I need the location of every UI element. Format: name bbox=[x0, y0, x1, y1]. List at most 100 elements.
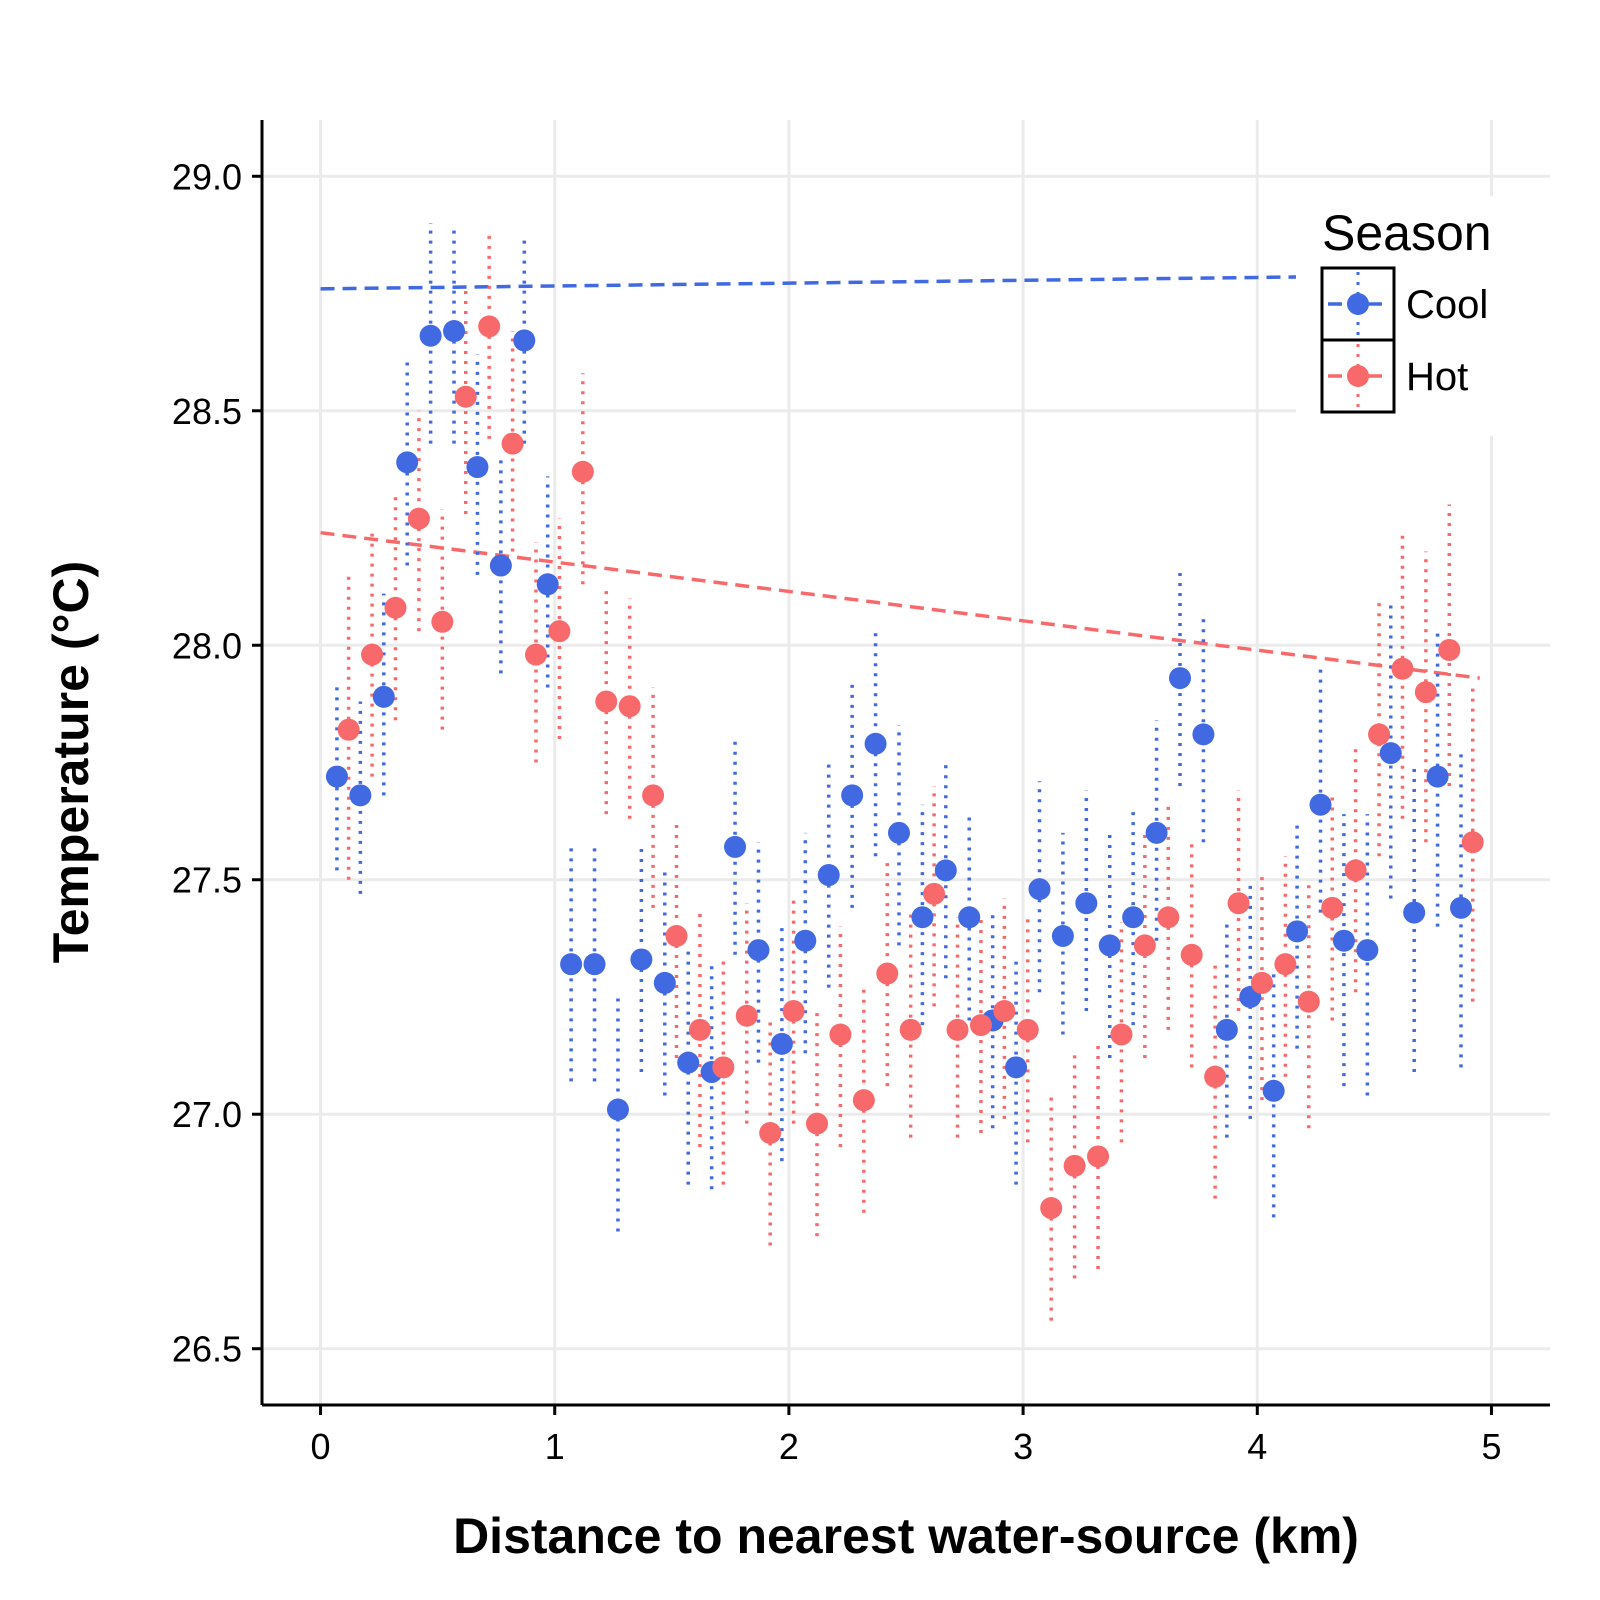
point-hot bbox=[806, 1113, 828, 1135]
x-tick-label: 3 bbox=[1013, 1426, 1033, 1467]
point-hot bbox=[572, 461, 594, 483]
point-cool bbox=[490, 555, 512, 577]
point-hot bbox=[947, 1019, 969, 1041]
x-tick-label: 5 bbox=[1481, 1426, 1501, 1467]
point-cool bbox=[607, 1099, 629, 1121]
point-cool bbox=[1005, 1056, 1027, 1078]
point-hot bbox=[1251, 972, 1273, 994]
point-hot bbox=[1368, 723, 1390, 745]
x-tick-label: 4 bbox=[1247, 1426, 1267, 1467]
point-cool bbox=[1263, 1080, 1285, 1102]
point-hot bbox=[595, 691, 617, 713]
point-cool bbox=[373, 686, 395, 708]
point-cool bbox=[420, 325, 442, 347]
x-tick-label: 1 bbox=[545, 1426, 565, 1467]
point-cool bbox=[958, 906, 980, 928]
point-hot bbox=[1110, 1024, 1132, 1046]
point-hot bbox=[502, 433, 524, 455]
y-tick-label: 27.0 bbox=[172, 1094, 242, 1135]
point-cool bbox=[466, 456, 488, 478]
x-tick-label: 0 bbox=[311, 1426, 331, 1467]
legend: Season Cool Hot bbox=[1296, 196, 1550, 436]
point-cool bbox=[1333, 930, 1355, 952]
point-cool bbox=[513, 329, 535, 351]
point-cool bbox=[1028, 878, 1050, 900]
point-cool bbox=[1286, 920, 1308, 942]
point-cool bbox=[865, 733, 887, 755]
point-cool bbox=[771, 1033, 793, 1055]
point-cool bbox=[1403, 902, 1425, 924]
point-hot bbox=[1064, 1155, 1086, 1177]
point-hot bbox=[642, 784, 664, 806]
point-hot bbox=[455, 386, 477, 408]
point-hot bbox=[548, 620, 570, 642]
point-hot bbox=[1438, 639, 1460, 661]
point-hot bbox=[759, 1122, 781, 1144]
y-tick-label: 27.5 bbox=[172, 860, 242, 901]
point-cool bbox=[1216, 1019, 1238, 1041]
point-cool bbox=[1122, 906, 1144, 928]
x-tick-label: 2 bbox=[779, 1426, 799, 1467]
point-cool bbox=[818, 864, 840, 886]
legend-label-hot: Hot bbox=[1406, 355, 1468, 399]
point-hot bbox=[408, 508, 430, 530]
point-cool bbox=[1310, 794, 1332, 816]
point-cool bbox=[1052, 925, 1074, 947]
point-hot bbox=[900, 1019, 922, 1041]
point-cool bbox=[537, 573, 559, 595]
point-hot bbox=[1345, 859, 1367, 881]
point-hot bbox=[970, 1014, 992, 1036]
point-hot bbox=[1298, 991, 1320, 1013]
point-hot bbox=[384, 597, 406, 619]
legend-key-point-cool bbox=[1347, 293, 1369, 315]
point-cool bbox=[326, 766, 348, 788]
point-cool bbox=[1450, 897, 1472, 919]
point-cool bbox=[747, 939, 769, 961]
point-cool bbox=[724, 836, 746, 858]
point-cool bbox=[1146, 822, 1168, 844]
point-hot bbox=[1157, 906, 1179, 928]
legend-title: Season bbox=[1322, 205, 1492, 261]
point-cool bbox=[630, 948, 652, 970]
point-hot bbox=[1181, 944, 1203, 966]
point-cool bbox=[794, 930, 816, 952]
legend-key-point-hot bbox=[1347, 365, 1369, 387]
point-hot bbox=[712, 1056, 734, 1078]
point-hot bbox=[338, 719, 360, 741]
point-hot bbox=[993, 1000, 1015, 1022]
point-cool bbox=[560, 953, 582, 975]
point-cool bbox=[677, 1052, 699, 1074]
point-hot bbox=[1274, 953, 1296, 975]
point-cool bbox=[911, 906, 933, 928]
point-hot bbox=[525, 644, 547, 666]
point-cool bbox=[841, 784, 863, 806]
point-hot bbox=[666, 925, 688, 947]
point-cool bbox=[888, 822, 910, 844]
point-hot bbox=[783, 1000, 805, 1022]
point-cool bbox=[443, 320, 465, 342]
y-tick-label: 28.5 bbox=[172, 391, 242, 432]
point-cool bbox=[654, 972, 676, 994]
point-hot bbox=[1228, 892, 1250, 914]
y-tick-label: 28.0 bbox=[172, 625, 242, 666]
point-hot bbox=[1462, 831, 1484, 853]
point-cool bbox=[349, 784, 371, 806]
point-hot bbox=[619, 695, 641, 717]
y-tick-label: 29.0 bbox=[172, 156, 242, 197]
point-hot bbox=[1134, 934, 1156, 956]
point-hot bbox=[1321, 897, 1343, 919]
point-hot bbox=[923, 883, 945, 905]
point-hot bbox=[1017, 1019, 1039, 1041]
point-cool bbox=[584, 953, 606, 975]
legend-label-cool: Cool bbox=[1406, 283, 1488, 327]
point-cool bbox=[935, 859, 957, 881]
point-cool bbox=[1356, 939, 1378, 961]
point-hot bbox=[431, 611, 453, 633]
point-hot bbox=[1391, 658, 1413, 680]
point-hot bbox=[736, 1005, 758, 1027]
point-cool bbox=[1380, 742, 1402, 764]
point-cool bbox=[1169, 667, 1191, 689]
point-hot bbox=[478, 315, 500, 337]
y-axis-title: Temperature (°C) bbox=[43, 561, 99, 963]
